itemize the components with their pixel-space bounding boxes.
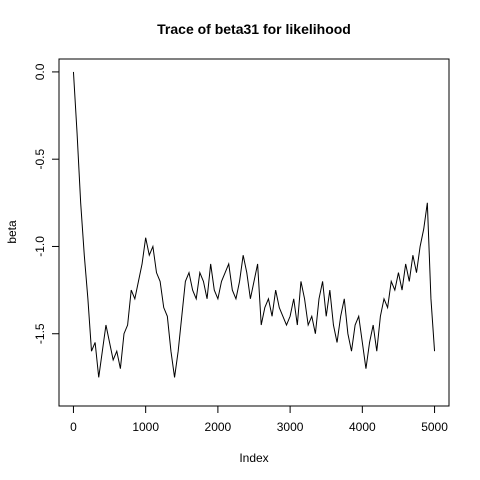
y-tick-label: -1.5 bbox=[33, 323, 47, 344]
plot-frame bbox=[58, 58, 450, 407]
x-tick-label: 4000 bbox=[349, 420, 376, 434]
x-tick-label: 2000 bbox=[205, 420, 232, 434]
y-tick-label: -1.0 bbox=[33, 236, 47, 257]
x-tick-label: 3000 bbox=[277, 420, 304, 434]
y-axis-label: beta bbox=[5, 220, 19, 244]
chart-title: Trace of beta31 for likelihood bbox=[157, 21, 351, 37]
x-tick-label: 5000 bbox=[421, 420, 448, 434]
y-tick-label: 0.0 bbox=[33, 63, 47, 80]
x-tick-label: 1000 bbox=[132, 420, 159, 434]
trace-line bbox=[72, 71, 436, 378]
x-tick-label: 0 bbox=[70, 420, 77, 434]
x-axis-label: Index bbox=[239, 451, 268, 465]
y-tick-label: -0.5 bbox=[33, 149, 47, 170]
